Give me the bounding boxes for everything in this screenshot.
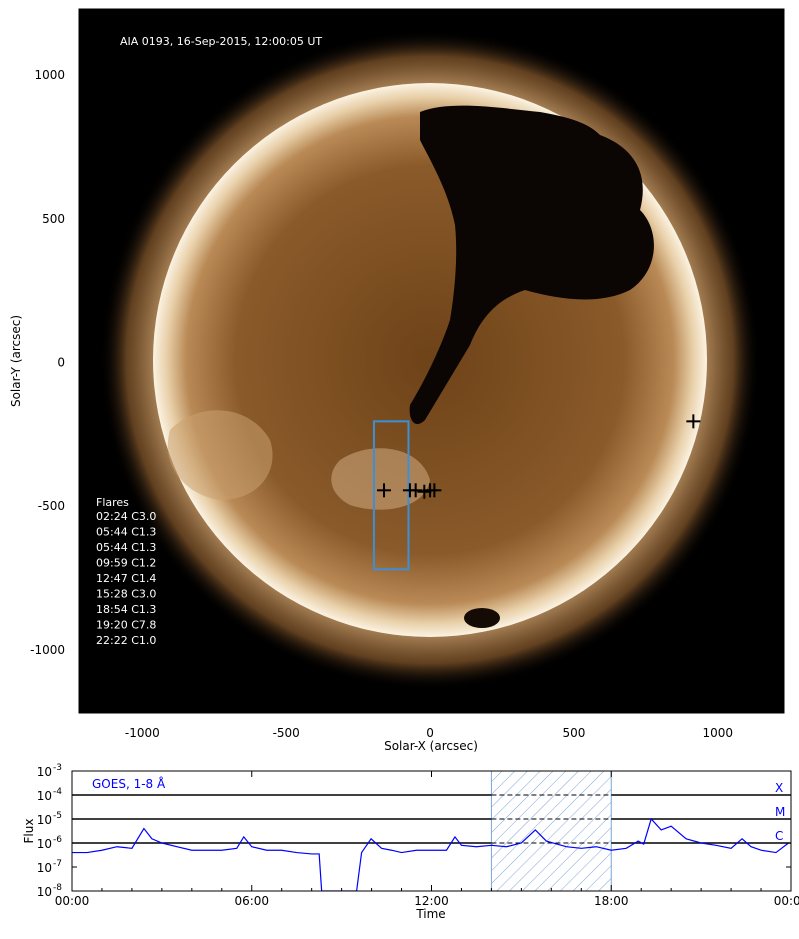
goes-x-ticks: 00:00 06:00 12:00 18:00 00:00 — [55, 771, 799, 908]
image-y-tick-label: 1000 — [34, 68, 65, 82]
flare-list-item: 12:47 C1.4 — [96, 572, 156, 585]
flare-list-item: 19:20 C7.8 — [96, 619, 156, 632]
goes-class-label: C — [775, 829, 783, 843]
flare-marker — [427, 483, 442, 498]
region-box — [372, 420, 410, 571]
goes-y-tick-label: 10 — [37, 813, 52, 827]
goes-y-tick-exponent: -7 — [53, 859, 62, 869]
goes-x-axis-label: Time — [415, 907, 445, 921]
coronal-hole — [409, 105, 654, 425]
goes-curve-group — [72, 817, 789, 891]
image-y-axis-label: Solar-Y (arcsec) — [9, 315, 23, 407]
goes-y-tick-exponent: -3 — [53, 763, 62, 773]
dark-spot-south — [464, 608, 500, 628]
image-y-tick-label: -1000 — [30, 643, 65, 657]
goes-x-tick-label: 00:00 — [55, 894, 90, 908]
goes-y-tick-label: 10 — [37, 837, 52, 851]
goes-y-tick-exponent: -4 — [53, 787, 62, 797]
flares-legend-title: Flares — [96, 496, 129, 509]
flare-markers — [377, 414, 701, 499]
goes-y-tick-exponent: -8 — [53, 883, 62, 893]
flare-list-item: 05:44 C1.3 — [96, 541, 156, 554]
image-x-tick-label: -500 — [273, 726, 300, 740]
flare-marker — [408, 483, 423, 498]
region-box-rect — [372, 420, 410, 571]
image-y-ticks: 1000 500 0 -500 -1000 — [30, 17, 784, 708]
flares-legend-list: 02:24 C3.0 05:44 C1.3 05:44 C1.3 09:59 C1.2… — [96, 510, 156, 647]
image-x-ticks: -1000 -500 0 500 1000 — [84, 9, 776, 740]
image-x-tick-label: 0 — [426, 726, 434, 740]
goes-y-tick-label: 10 — [37, 885, 52, 899]
goes-y-tick-label: 10 — [37, 765, 52, 779]
flare-list-item: 09:59 C1.2 — [96, 557, 156, 570]
goes-y-tick-exponent: -6 — [53, 835, 62, 845]
aia-image-panel: -1000 -500 0 500 1000 1000 500 0 -500 -1000 AIA … — [9, 8, 785, 753]
goes-frame — [71, 770, 792, 892]
image-frame — [78, 8, 785, 714]
flare-list-item: 18:54 C1.3 — [96, 603, 156, 616]
flare-list-item: 15:28 C3.0 — [96, 588, 156, 601]
goes-y-tick-label: 10 — [37, 789, 52, 803]
goes-class-label: M — [775, 805, 785, 819]
goes-y-ticks: 10-810-710-610-510-410-3 — [37, 763, 791, 899]
goes-x-tick-label: 00:00 — [774, 894, 799, 908]
flare-list-item: 02:24 C3.0 — [96, 510, 156, 523]
flare-marker — [377, 483, 392, 498]
flare-marker — [417, 484, 432, 499]
flare-marker — [686, 414, 701, 429]
image-y-tick-label: 500 — [42, 212, 65, 226]
image-title: AIA 0193, 16-Sep-2015, 12:00:05 UT — [120, 35, 322, 48]
bright-active-region-west — [167, 410, 273, 500]
goes-class-labels: XMC — [775, 781, 785, 843]
goes-y-tick-label: 10 — [37, 861, 52, 875]
goes-y-axis-label: Flux — [22, 819, 36, 844]
goes-x-tick-label: 06:00 — [234, 894, 269, 908]
goes-flux-curve — [72, 817, 789, 891]
goes-y-tick-exponent: -5 — [53, 811, 62, 821]
goes-shaded-interval — [490, 770, 612, 892]
image-y-tick-label: 0 — [57, 355, 65, 369]
image-x-tick-label: -1000 — [125, 726, 160, 740]
image-x-axis-label: Solar-X (arcsec) — [384, 739, 478, 753]
goes-class-label: X — [775, 781, 783, 795]
goes-x-tick-label: 12:00 — [414, 894, 449, 908]
flare-list-item: 05:44 C1.3 — [96, 526, 156, 539]
image-x-tick-label: 500 — [562, 726, 585, 740]
image-y-tick-label: -500 — [38, 499, 65, 513]
goes-x-tick-label: 18:00 — [594, 894, 629, 908]
image-x-tick-label: 1000 — [703, 726, 734, 740]
goes-title: GOES, 1-8 Å — [92, 776, 166, 791]
bright-active-region-center — [331, 448, 430, 510]
flare-list-item: 22:22 C1.0 — [96, 634, 156, 647]
